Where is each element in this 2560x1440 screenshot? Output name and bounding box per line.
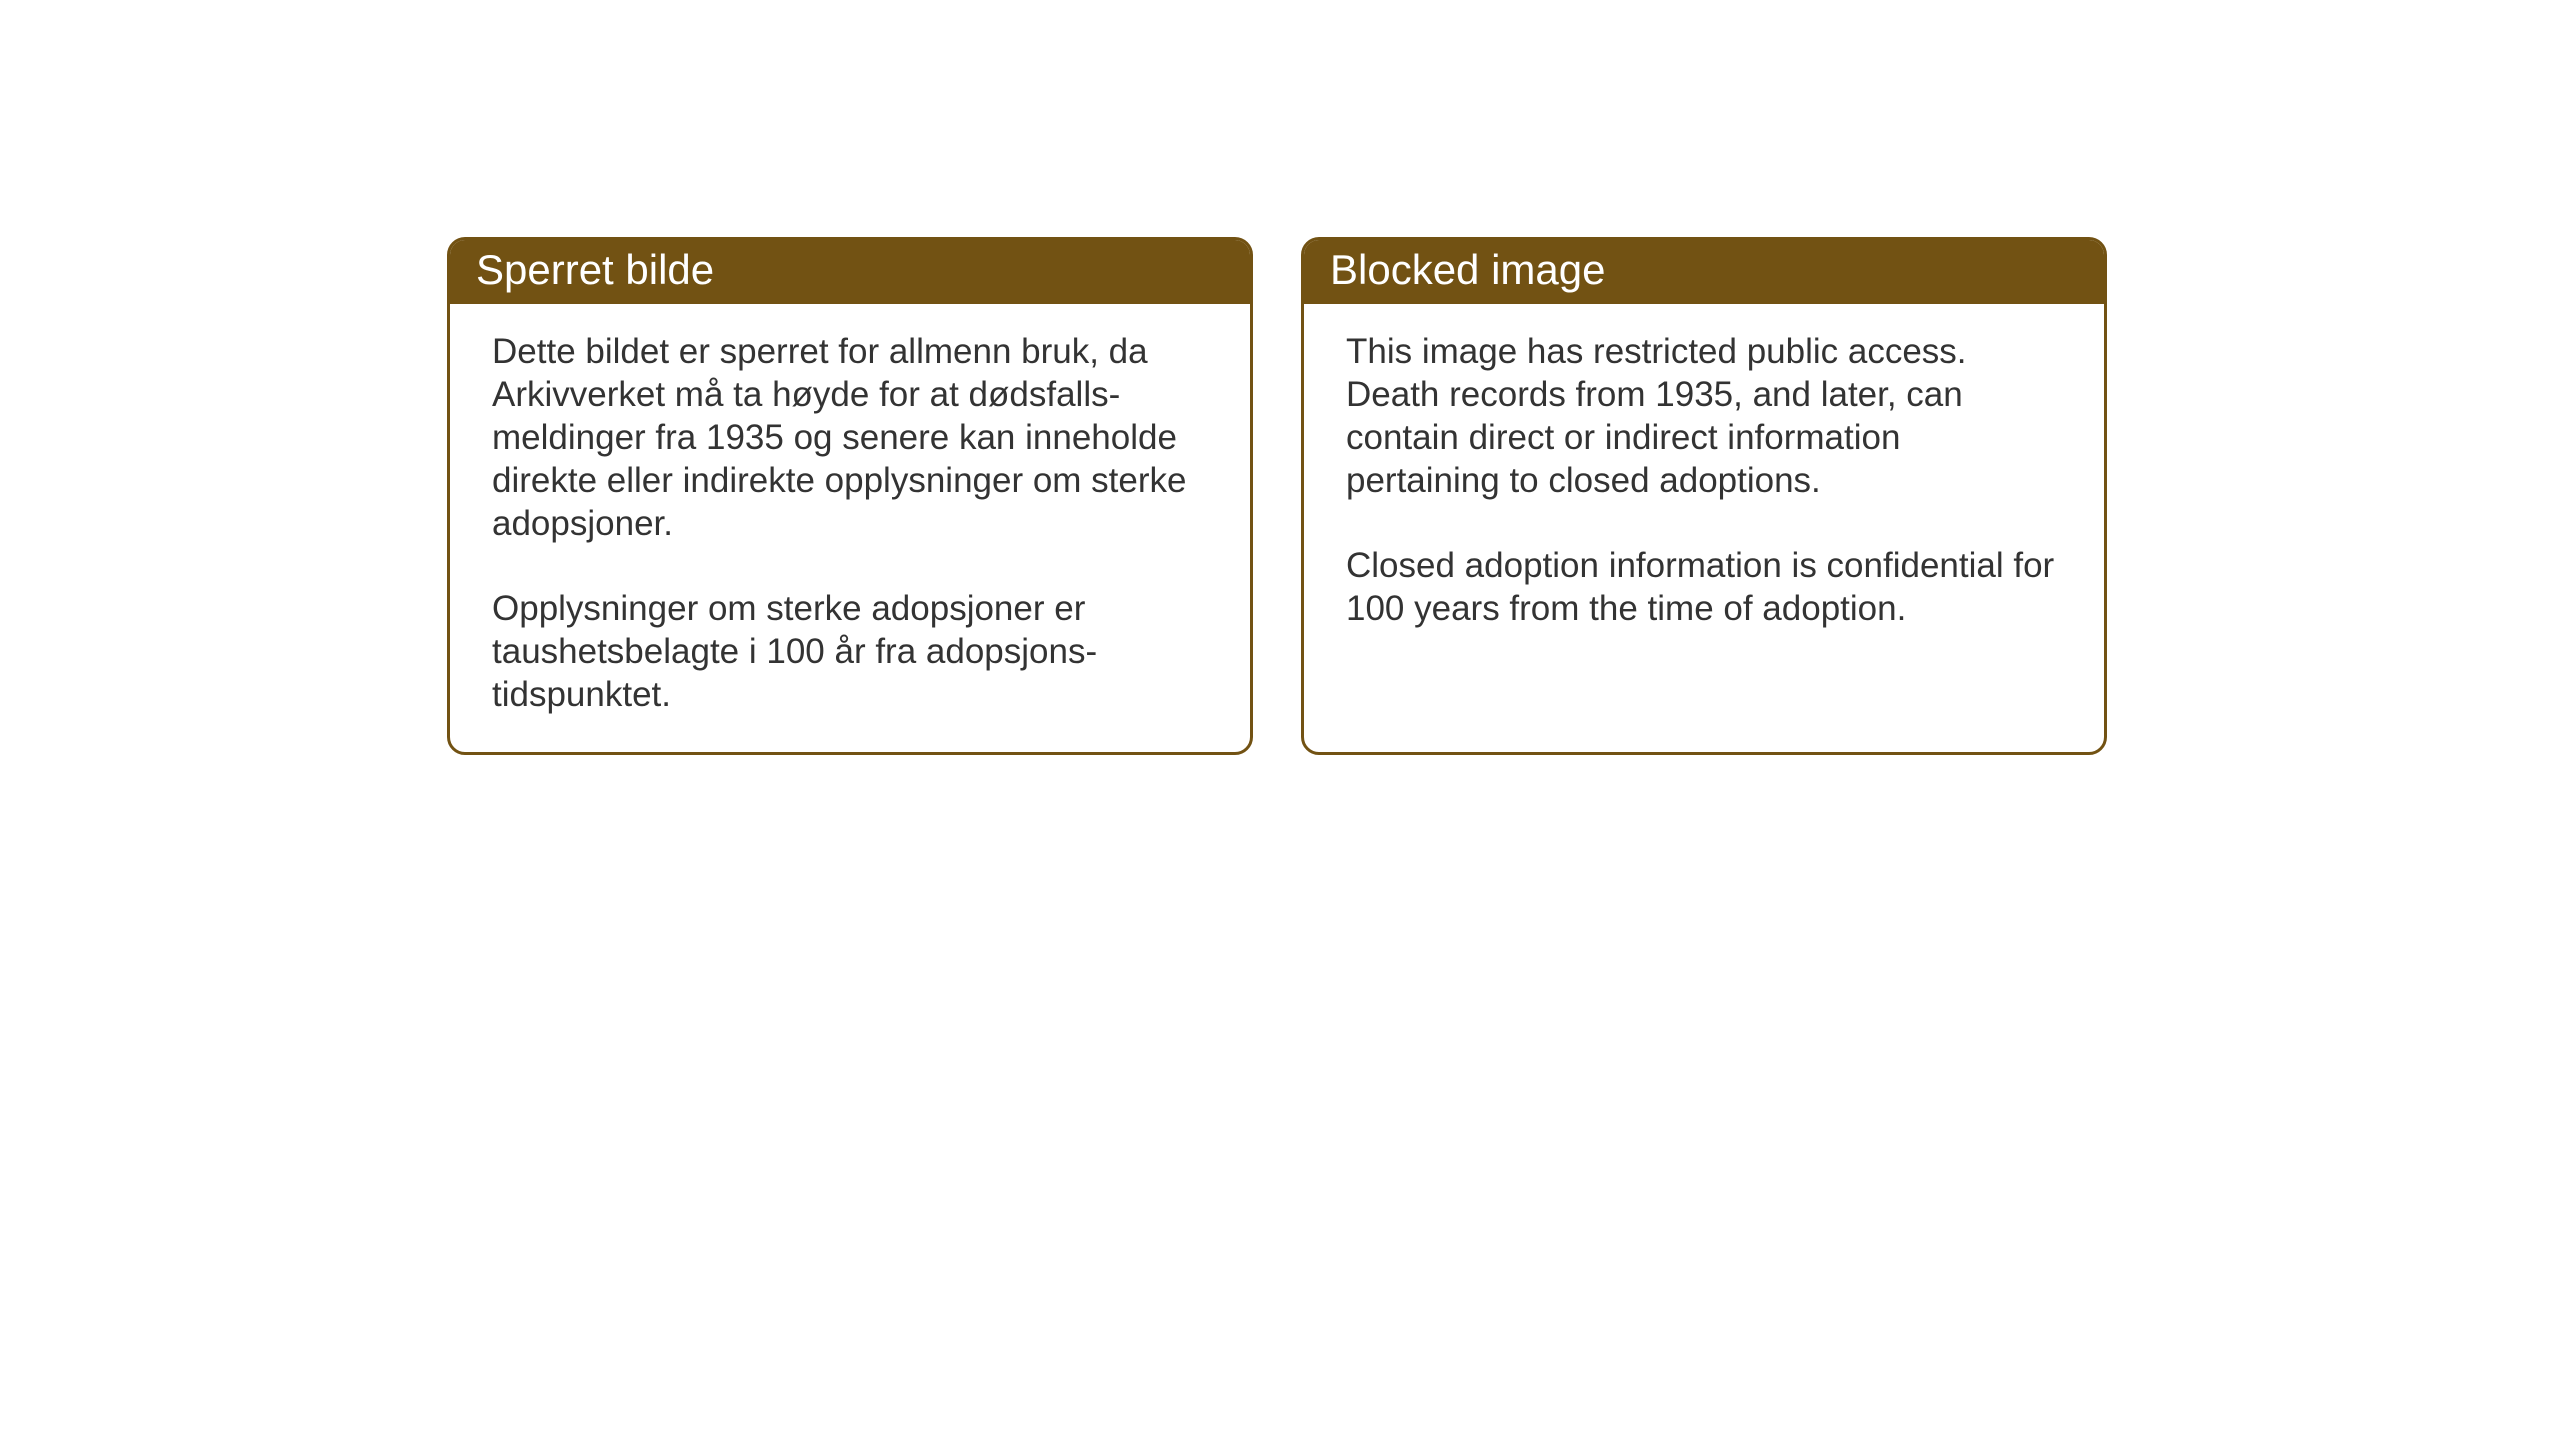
notice-container: Sperret bilde Dette bildet er sperret fo… [447, 237, 2107, 755]
english-paragraph-1: This image has restricted public access.… [1346, 330, 2062, 502]
norwegian-paragraph-2: Opplysninger om sterke adopsjoner er tau… [492, 587, 1208, 716]
norwegian-notice-card: Sperret bilde Dette bildet er sperret fo… [447, 237, 1253, 755]
norwegian-paragraph-1: Dette bildet er sperret for allmenn bruk… [492, 330, 1208, 545]
english-card-body: This image has restricted public access.… [1304, 304, 2104, 666]
english-notice-card: Blocked image This image has restricted … [1301, 237, 2107, 755]
norwegian-card-title: Sperret bilde [450, 240, 1250, 304]
norwegian-card-body: Dette bildet er sperret for allmenn bruk… [450, 304, 1250, 752]
english-paragraph-2: Closed adoption information is confident… [1346, 544, 2062, 630]
english-card-title: Blocked image [1304, 240, 2104, 304]
